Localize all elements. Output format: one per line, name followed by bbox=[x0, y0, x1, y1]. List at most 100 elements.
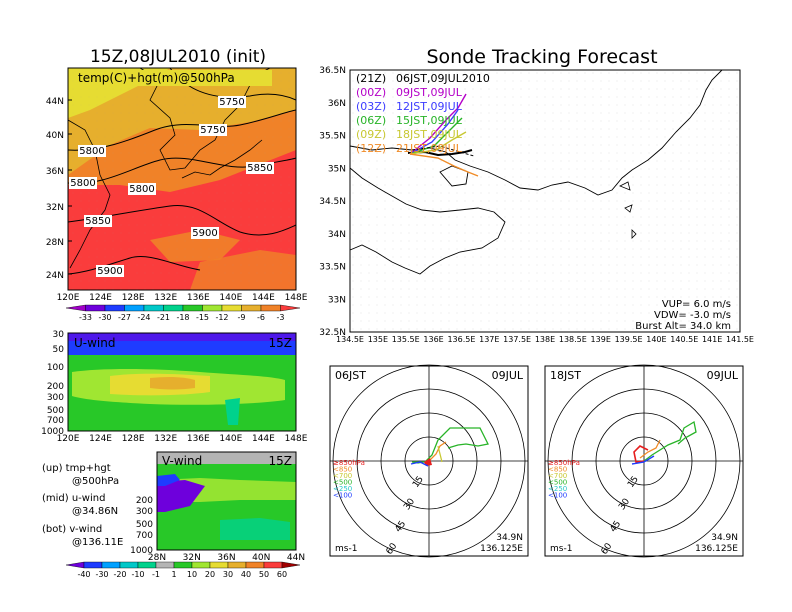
colorbar-tick: -3 bbox=[277, 313, 285, 322]
uwind-label: U-wind bbox=[74, 336, 115, 350]
lon-tick-label: 144E bbox=[252, 434, 275, 444]
colorbar-tick: -15 bbox=[196, 313, 209, 322]
lat-tick-label: 32N bbox=[183, 553, 201, 563]
colorbar-swatch bbox=[209, 561, 229, 569]
vwind-panel: V-wind 15Z bbox=[156, 451, 297, 551]
left-lon-axis: 120E 124E 128E 132E 136E 140E 144E 148E bbox=[57, 293, 308, 303]
lat-tick-label: 33.5N bbox=[319, 263, 346, 273]
pressure-level-label: 1000 bbox=[41, 427, 64, 437]
legend-tag: (06Z) bbox=[356, 114, 386, 127]
contour-label: 5800 bbox=[70, 178, 95, 189]
svg-text:ms-1: ms-1 bbox=[335, 544, 357, 554]
pressure-legend-entry: <700 bbox=[333, 472, 352, 480]
lon-tick-label: 140E bbox=[646, 335, 666, 344]
vwind-lat-axis: 28N 32N 36N 40N 44N bbox=[148, 553, 305, 563]
pressure-level-label: 700 bbox=[136, 531, 153, 541]
right-lon-axis: 134.5E 135E 135.5E 136E 136.5E 137E 137.5E 138E… bbox=[336, 335, 754, 344]
lat-tick-label: 32.5N bbox=[319, 328, 346, 338]
lon-tick-label: 135E bbox=[368, 335, 388, 344]
svg-text:09JUL: 09JUL bbox=[492, 369, 524, 382]
colorbar-tick: -30 bbox=[95, 570, 108, 579]
lon-tick-label: 140.5E bbox=[670, 335, 698, 344]
lon-tick-label: 144E bbox=[252, 293, 275, 303]
colorbar-swatch bbox=[245, 561, 265, 569]
colorbar-tick: 1 bbox=[171, 570, 176, 579]
legend-entry: 21JST,09JUL bbox=[396, 142, 463, 155]
tracking-map-panel bbox=[349, 69, 741, 333]
lon-tick-label: 124E bbox=[89, 293, 112, 303]
colorbar-swatch bbox=[173, 561, 193, 569]
pressure-legend-entry: <250 bbox=[333, 485, 352, 493]
colorbar-tick: -27 bbox=[118, 313, 131, 322]
colorbar-tick: 30 bbox=[223, 570, 233, 579]
colorbar-tick: -18 bbox=[176, 313, 189, 322]
lat-tick-label: 34.5N bbox=[319, 197, 346, 207]
lat-tick-label: 35.5N bbox=[319, 132, 346, 142]
lon-tick-label: 132E bbox=[154, 434, 177, 444]
svg-text:(up) tmp+hgt: (up) tmp+hgt bbox=[42, 463, 111, 474]
pressure-level-label: 100 bbox=[47, 363, 64, 373]
contour-label: 5750 bbox=[200, 125, 225, 136]
colorbar-tick: -6 bbox=[257, 313, 265, 322]
colorbar-swatch bbox=[260, 304, 281, 312]
lat-tick-label: 40N bbox=[252, 553, 270, 563]
lon-tick-label: 138E bbox=[535, 335, 555, 344]
svg-text:136.125E: 136.125E bbox=[695, 544, 738, 554]
lon-tick-label: 141E bbox=[702, 335, 722, 344]
legend-tag: (00Z) bbox=[356, 86, 386, 99]
vwind-label: V-wind bbox=[162, 454, 202, 468]
svg-text:@500hPa: @500hPa bbox=[72, 476, 119, 487]
lat-tick-label: 35N bbox=[328, 164, 346, 174]
lon-tick-label: 128E bbox=[122, 434, 145, 444]
colorbar-swatch bbox=[221, 304, 242, 312]
colorbar-tick: 50 bbox=[259, 570, 269, 579]
lat-tick-label: 28N bbox=[148, 553, 166, 563]
lat-tick-label: 40N bbox=[46, 131, 64, 141]
svg-text:@136.11E: @136.11E bbox=[72, 537, 123, 548]
lon-tick-label: 137.5E bbox=[503, 335, 531, 344]
lon-tick-label: 124E bbox=[89, 434, 112, 444]
svg-text:34.9N: 34.9N bbox=[496, 533, 523, 543]
colorbar-tick: -1 bbox=[152, 570, 160, 579]
svg-text:VDW= -3.0 m/s: VDW= -3.0 m/s bbox=[654, 310, 731, 321]
lon-tick-label: 128E bbox=[122, 293, 145, 303]
contour-label: 5800 bbox=[79, 146, 104, 157]
colorbar-tick: 10 bbox=[187, 570, 197, 579]
lat-tick-label: 44N bbox=[46, 97, 64, 107]
colorbar-tick: -40 bbox=[77, 570, 90, 579]
contour-label: 5900 bbox=[192, 228, 217, 239]
uwind-panel: U-wind 15Z bbox=[67, 332, 297, 432]
lon-tick-label: 120E bbox=[57, 434, 80, 444]
pressure-level-label: 50 bbox=[53, 345, 65, 355]
uwind-lon-axis: 120E 124E 128E 132E 136E 140E 144E 148E bbox=[57, 434, 308, 444]
lon-tick-label: 120E bbox=[57, 293, 80, 303]
pressure-legend-entry: <100 bbox=[333, 492, 352, 500]
temp-map-panel: temp(C)+hgt(m)@500hPa 5750 5800 5750 5800 58… bbox=[67, 67, 297, 291]
colorbar-swatch bbox=[137, 561, 157, 569]
colorbar-tick: 60 bbox=[277, 570, 287, 579]
svg-text:18JST: 18JST bbox=[550, 369, 581, 382]
colorbar-tick: -20 bbox=[113, 570, 126, 579]
legend-entry: 18JST,09JUL bbox=[396, 128, 463, 141]
colorbar-swatch bbox=[182, 304, 203, 312]
lon-tick-label: 148E bbox=[285, 434, 308, 444]
lat-tick-label: 28N bbox=[46, 238, 64, 248]
lon-tick-label: 137E bbox=[479, 335, 499, 344]
colorbar-swatch bbox=[155, 561, 175, 569]
colorbar-swatch bbox=[124, 304, 145, 312]
vwind-time: 15Z bbox=[269, 454, 293, 468]
lat-tick-label: 24N bbox=[46, 271, 64, 281]
lon-tick-label: 140E bbox=[219, 293, 242, 303]
lat-tick-label: 36N bbox=[217, 553, 235, 563]
right-title: Sonde Tracking Forecast bbox=[426, 46, 657, 68]
svg-text:ms-1: ms-1 bbox=[550, 544, 572, 554]
pressure-legend-entry: ≥850hPa bbox=[333, 459, 365, 467]
lat-tick-label: 44N bbox=[287, 553, 305, 563]
pressure-level-label: 300 bbox=[136, 507, 153, 517]
left-lat-axis: 44N 40N 36N 32N 28N 24N bbox=[46, 97, 72, 281]
lon-tick-label: 136E bbox=[187, 434, 210, 444]
colorbar-swatch bbox=[163, 304, 184, 312]
right-lat-axis: 36.5N 36N 35.5N 35N 34.5N 34N 33.5N 33N 32.5N bbox=[319, 66, 346, 338]
lat-tick-label: 36N bbox=[328, 99, 346, 109]
